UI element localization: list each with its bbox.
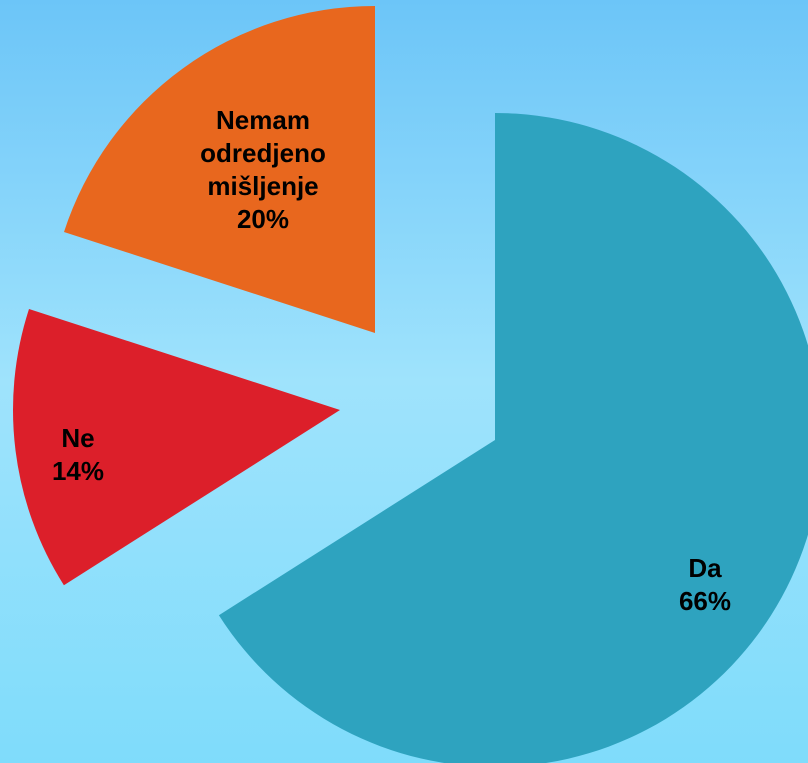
value-label: 14% bbox=[51, 456, 105, 486]
pie-slice bbox=[64, 6, 375, 333]
pie-slice bbox=[12, 308, 340, 586]
category-label: Da bbox=[688, 553, 722, 583]
slice-label: Da 66% bbox=[625, 552, 785, 618]
value-label: 66% bbox=[678, 586, 732, 616]
pie-slice bbox=[218, 113, 808, 763]
category-label: Nemam odredjeno mišljenje bbox=[200, 105, 326, 201]
value-label: 20% bbox=[236, 204, 290, 234]
slice-label: Nemam odredjeno mišljenje 20% bbox=[183, 104, 343, 236]
category-label: Ne bbox=[61, 423, 95, 453]
slice-label: Ne 14% bbox=[0, 422, 158, 488]
